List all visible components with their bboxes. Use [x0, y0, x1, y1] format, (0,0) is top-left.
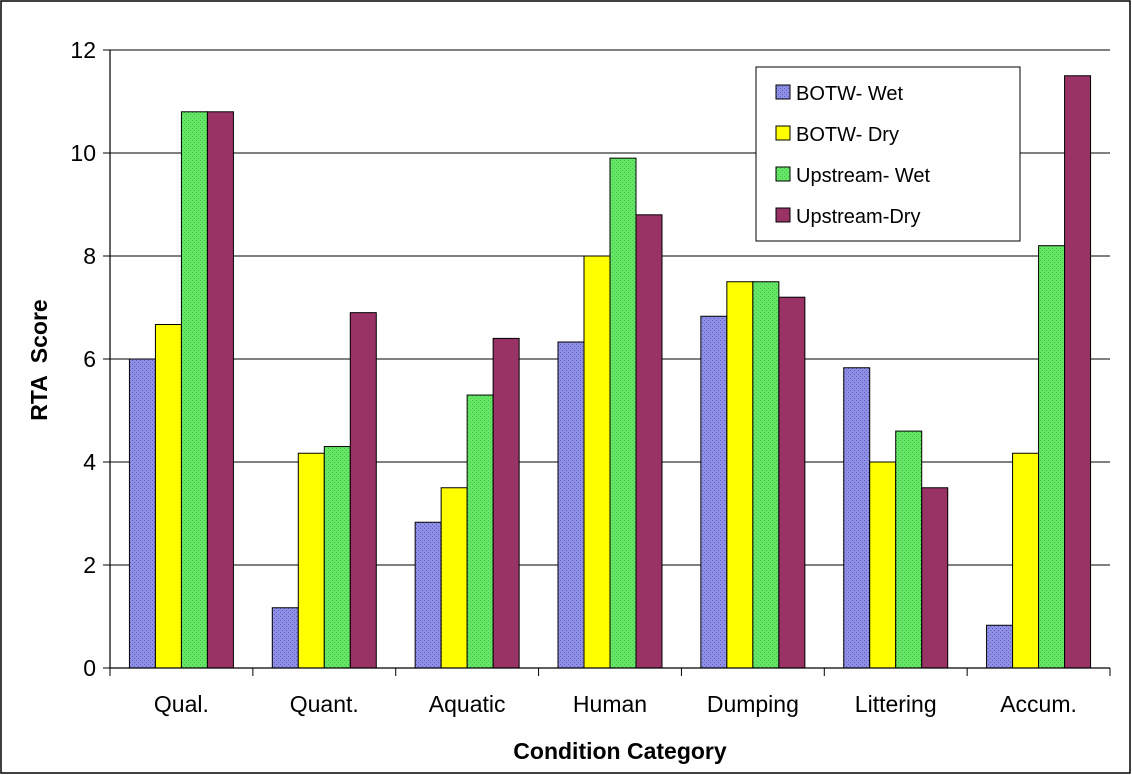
bar-botw-wet-4: [700, 315, 728, 669]
legend-swatch: [775, 125, 791, 141]
y-tick-label: 10: [70, 140, 96, 166]
bar-botw-dry-2: [440, 487, 468, 669]
legend-label: Upstream- Wet: [796, 165, 931, 187]
bar-botw-dry-0: [154, 323, 182, 669]
bar-botw-dry-6: [1012, 452, 1040, 669]
bars: [128, 75, 1092, 669]
bar-upstream-wet-6: [1038, 245, 1066, 669]
legend-swatch: [775, 207, 791, 223]
bar-upstream-wet-4: [752, 281, 780, 669]
bar-upstream-dry-2: [492, 337, 520, 669]
y-tick-label: 4: [83, 449, 96, 475]
bar-upstream-wet-2: [466, 394, 494, 669]
legend: BOTW- Wet BOTW- Dry Upstream- Wet Upstream-…: [755, 66, 1021, 242]
legend-label: Upstream-Dry: [796, 206, 920, 228]
bar-botw-dry-5: [869, 461, 897, 669]
bar-upstream-wet-0: [180, 111, 208, 669]
bar-upstream-dry-5: [921, 487, 949, 669]
bar-botw-dry-3: [583, 255, 611, 669]
axes: [103, 49, 1111, 676]
bar-upstream-wet-3: [609, 157, 637, 669]
bar-botw-dry-1: [297, 452, 325, 669]
y-axis-title: RTA Score: [26, 299, 52, 420]
y-tick-label: 0: [83, 655, 96, 681]
x-tick-label: Littering: [855, 691, 937, 717]
legend-swatch: [775, 166, 791, 182]
x-tick-label: Dumping: [707, 691, 799, 717]
x-tick-label: Accum.: [1000, 691, 1077, 717]
bar-upstream-wet-5: [895, 430, 923, 669]
bar-botw-wet-2: [414, 521, 442, 669]
y-tick-label: 6: [83, 346, 96, 372]
y-tick-label: 8: [83, 243, 96, 269]
bar-botw-wet-3: [557, 341, 585, 669]
x-tick-label: Aquatic: [429, 691, 506, 717]
bar-botw-wet-1: [271, 607, 299, 669]
bar-botw-wet-6: [986, 624, 1014, 669]
x-axis-title: Condition Category: [513, 738, 727, 764]
legend-label: BOTW- Wet: [796, 83, 903, 105]
x-tick-label: Human: [573, 691, 647, 717]
bar-upstream-wet-1: [323, 446, 351, 669]
bar-upstream-dry-3: [635, 214, 663, 669]
bar-upstream-dry-6: [1064, 75, 1092, 669]
y-tick-label: 2: [83, 552, 96, 578]
legend-label: BOTW- Dry: [796, 124, 899, 146]
y-tick-label: 12: [70, 37, 96, 63]
bar-upstream-dry-0: [206, 111, 234, 669]
bar-botw-dry-4: [726, 281, 754, 669]
tick-labels: 0 2 4 6 8 10 12 Qual. Quant. Aquatic Human Dumping L…: [70, 37, 1077, 717]
bar-botw-wet-0: [128, 358, 156, 669]
x-tick-label: Quant.: [290, 691, 359, 717]
x-tick-label: Qual.: [154, 691, 209, 717]
bar-upstream-dry-1: [349, 312, 377, 669]
legend-swatch: [775, 84, 791, 100]
bar-botw-wet-5: [843, 367, 871, 669]
legend-box: [755, 66, 1021, 242]
bar-upstream-dry-4: [778, 296, 806, 669]
